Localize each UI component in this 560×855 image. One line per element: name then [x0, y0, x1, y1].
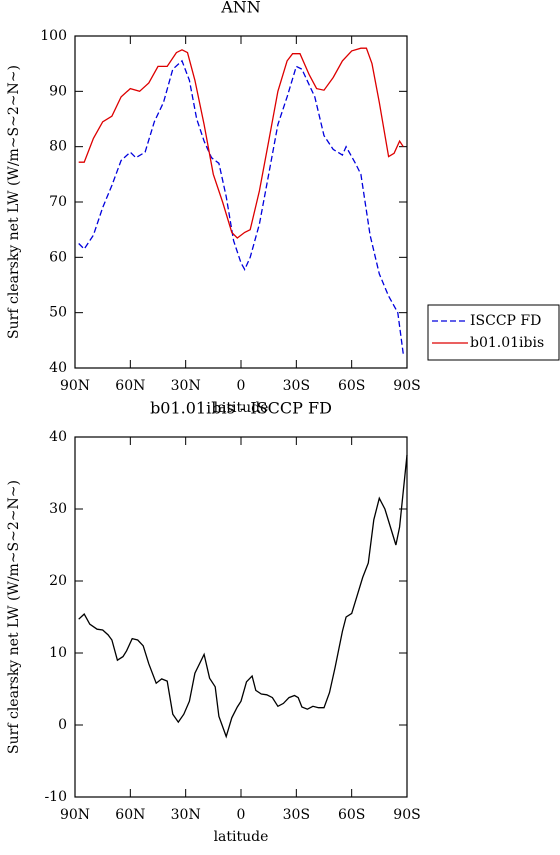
x-tick-label: 60S [338, 807, 365, 823]
y-tick-label: 30 [49, 501, 67, 517]
legend-label: b01.01ibis [470, 335, 544, 351]
x-tick-label: 90N [60, 378, 90, 394]
y-tick-label: 40 [49, 429, 67, 445]
chart-title: ANN [220, 0, 261, 17]
y-tick-label: 60 [49, 249, 67, 265]
legend-label: ISCCP FD [470, 313, 541, 329]
x-tick-label: 0 [237, 378, 246, 394]
chart-title: b01.01ibis - ISCCP FD [150, 399, 332, 418]
y-tick-label: 90 [49, 83, 67, 99]
legend-box [427, 304, 560, 361]
y-tick-label: 80 [49, 139, 67, 155]
y-tick-label: 0 [58, 717, 67, 733]
plot-frame [74, 436, 408, 798]
y-tick-label: -10 [44, 789, 67, 805]
plot-frame [74, 35, 408, 369]
y-tick-label: 20 [49, 573, 67, 589]
x-tick-label: 60N [115, 807, 145, 823]
series-line [78, 454, 408, 739]
x-tick-label: 0 [237, 807, 246, 823]
x-tick-label: 30N [171, 807, 201, 823]
y-tick-label: 70 [49, 194, 67, 210]
y-tick-label: 40 [49, 360, 67, 376]
x-tick-label: 90S [393, 378, 420, 394]
x-axis-label: latitude [214, 829, 269, 845]
series-line [78, 59, 404, 355]
y-axis-label: Surf clearsky net LW (W/m~S~2~N~) [6, 65, 22, 339]
x-tick-label: 90S [393, 807, 420, 823]
x-tick-label: 30S [283, 807, 310, 823]
x-tick-label: 30N [171, 378, 201, 394]
series-line [78, 47, 404, 239]
x-axis-label: latitude [214, 400, 269, 416]
x-tick-label: 90N [60, 807, 90, 823]
x-tick-label: 30S [283, 378, 310, 394]
x-tick-label: 60N [115, 378, 145, 394]
y-tick-label: 100 [40, 28, 67, 44]
y-axis-label: Surf clearsky net LW (W/m~S~2~N~) [6, 480, 22, 754]
y-tick-label: 50 [49, 305, 67, 321]
x-tick-label: 60S [338, 378, 365, 394]
y-tick-label: 10 [49, 645, 67, 661]
